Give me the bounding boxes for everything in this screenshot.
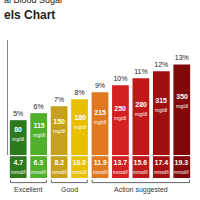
- svg-text:6.3mmol/l: 6.3mmol/l: [31, 159, 46, 175]
- svg-text:8%: 8%: [74, 89, 84, 96]
- svg-text:315mg/dl: 315mg/dl: [155, 97, 167, 113]
- svg-text:150mg/dl: 150mg/dl: [53, 118, 65, 134]
- svg-text:350mg/dl: 350mg/dl: [176, 93, 188, 109]
- svg-text:280mg/dl: 280mg/dl: [135, 101, 147, 117]
- svg-text:180mg/dl: 180mg/dl: [74, 114, 86, 130]
- svg-text:5%: 5%: [13, 110, 23, 117]
- svg-text:19.3mmol/l: 19.3mmol/l: [174, 159, 189, 175]
- svg-text:al Blood Sugarels Chart: al Blood Sugarels Chart: [4, 0, 63, 22]
- svg-text:250mg/dl: 250mg/dl: [114, 105, 126, 121]
- svg-text:10.0mmol/l: 10.0mmol/l: [72, 159, 87, 175]
- svg-text:13.7mmol/l: 13.7mmol/l: [113, 159, 128, 175]
- svg-text:13%: 13%: [175, 54, 189, 61]
- svg-text:6%: 6%: [34, 103, 44, 110]
- svg-text:15.6mmol/l: 15.6mmol/l: [133, 159, 148, 175]
- svg-text:7%: 7%: [54, 96, 64, 103]
- svg-text:Excellent: Excellent: [14, 186, 42, 193]
- svg-text:115mg/dl: 115mg/dl: [33, 122, 45, 138]
- svg-text:Action suggested: Action suggested: [114, 186, 168, 194]
- svg-text:80mg/dl: 80mg/dl: [12, 126, 24, 142]
- svg-text:11%: 11%: [134, 68, 148, 75]
- svg-text:8.2mmol/l: 8.2mmol/l: [52, 159, 67, 175]
- svg-text:215mg/dl: 215mg/dl: [94, 109, 106, 125]
- svg-text:Good: Good: [61, 186, 78, 193]
- svg-text:12%: 12%: [154, 61, 168, 68]
- svg-text:10%: 10%: [113, 75, 127, 82]
- svg-text:11.9mmol/l: 11.9mmol/l: [93, 159, 108, 175]
- svg-text:4.7mmol/l: 4.7mmol/l: [11, 159, 26, 175]
- svg-text:17.4mmol/l: 17.4mmol/l: [154, 159, 169, 175]
- svg-text:9%: 9%: [95, 82, 105, 89]
